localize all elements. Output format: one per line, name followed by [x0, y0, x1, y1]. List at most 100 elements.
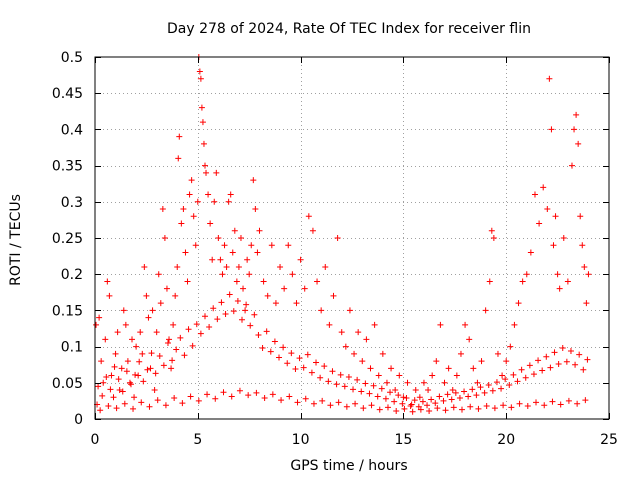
data-point [379, 350, 386, 357]
data-point [256, 227, 263, 234]
data-point [141, 263, 148, 270]
data-point [188, 177, 195, 184]
data-point [214, 316, 221, 323]
data-point [187, 393, 194, 400]
data-point [130, 405, 137, 412]
data-point [327, 402, 334, 409]
data-point [510, 371, 517, 378]
data-point [536, 220, 543, 227]
data-point [203, 169, 210, 176]
data-point [483, 402, 490, 409]
data-point [333, 381, 340, 388]
x-tick-label: 25 [600, 432, 618, 448]
data-point [151, 387, 158, 394]
data-point [378, 385, 385, 392]
data-point [107, 386, 114, 393]
data-point [152, 370, 159, 377]
data-point [343, 403, 350, 410]
data-point [155, 271, 162, 278]
data-point [321, 363, 328, 370]
data-point [244, 256, 251, 263]
data-point [99, 392, 106, 399]
data-point [354, 376, 361, 383]
x-tick-label: 15 [394, 432, 412, 448]
data-point [103, 374, 110, 381]
data-point [494, 350, 501, 357]
data-point [565, 397, 572, 404]
data-point [186, 191, 193, 198]
data-point [255, 332, 262, 339]
data-point [97, 407, 104, 414]
data-point [367, 365, 374, 372]
data-point [296, 355, 303, 362]
data-point [514, 378, 521, 385]
x-tick-label: 20 [497, 432, 515, 448]
data-point [387, 389, 394, 396]
data-point [442, 407, 449, 414]
data-point [450, 404, 457, 411]
data-point [223, 263, 230, 270]
data-point [297, 256, 304, 263]
data-point [498, 385, 505, 392]
data-point [294, 399, 301, 406]
data-point [334, 235, 341, 241]
data-point [170, 321, 177, 328]
data-point [419, 398, 426, 405]
data-point [148, 350, 155, 357]
data-point [441, 379, 448, 386]
data-point [199, 119, 206, 126]
data-point [131, 394, 138, 401]
y-tick-label: 0.4 [61, 122, 83, 138]
data-point [260, 278, 267, 285]
data-point [409, 408, 416, 415]
data-point [436, 393, 443, 400]
data-point [126, 379, 133, 386]
y-tick-label: 0.25 [52, 231, 83, 247]
data-point [178, 220, 185, 227]
data-point [352, 400, 359, 407]
data-point [453, 372, 460, 379]
data-point [462, 321, 469, 328]
data-point [229, 249, 236, 256]
data-point [368, 402, 375, 409]
data-point [116, 387, 123, 394]
data-point [205, 191, 212, 198]
data-point [388, 365, 395, 372]
y-tick-label: 0.1 [61, 340, 83, 356]
y-tick-label: 0.5 [61, 50, 83, 66]
data-point [230, 308, 237, 315]
data-point [281, 285, 288, 292]
data-point [180, 206, 187, 213]
data-point [198, 104, 205, 111]
data-point [160, 362, 167, 369]
data-point [575, 140, 582, 147]
data-point [114, 329, 121, 336]
data-point [194, 198, 201, 205]
data-point [200, 140, 207, 147]
data-point [493, 379, 500, 386]
data-point [585, 271, 592, 278]
data-point [240, 285, 247, 292]
data-point [486, 278, 493, 285]
y-tick-label: 0.35 [52, 159, 83, 175]
data-point [120, 307, 127, 314]
data-point [286, 393, 293, 400]
data-point [508, 404, 515, 411]
data-point [370, 382, 377, 389]
data-point [173, 346, 180, 353]
data-point [411, 397, 418, 404]
data-point [236, 387, 243, 394]
data-point [163, 285, 170, 292]
data-point [581, 263, 588, 270]
data-point [341, 383, 348, 390]
x-tick-label: 0 [91, 432, 100, 448]
data-point [582, 397, 589, 404]
data-point [417, 406, 424, 413]
data-point [177, 334, 184, 341]
data-point [382, 395, 389, 402]
data-point [166, 336, 173, 343]
data-point [478, 358, 485, 365]
data-point [118, 365, 125, 372]
data-point [433, 358, 440, 365]
data-point [540, 184, 547, 191]
